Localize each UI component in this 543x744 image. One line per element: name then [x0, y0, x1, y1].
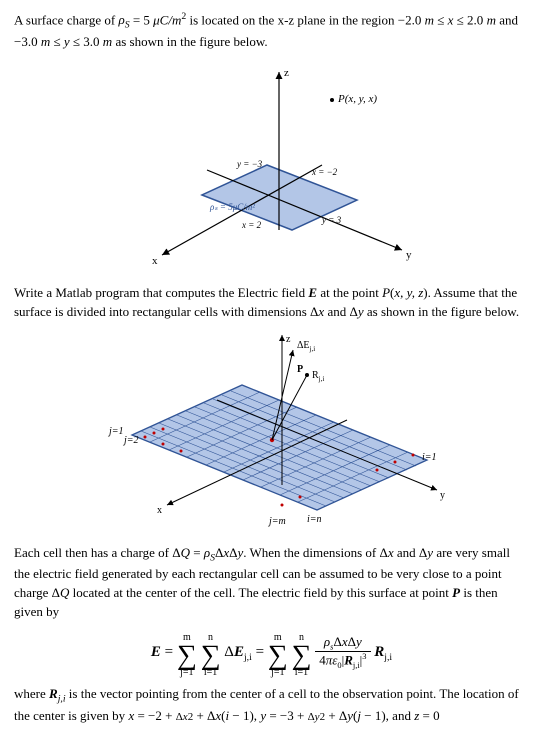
jm-label: j=m	[267, 516, 286, 527]
i1-label: i=1	[422, 452, 437, 463]
j2-label: j=2	[122, 435, 139, 446]
task-paragraph: Write a Matlab program that computes the…	[14, 284, 529, 322]
grid-plane	[132, 385, 427, 510]
in-label: i=n	[307, 514, 322, 525]
edge-y-neg3: y = −3	[236, 159, 263, 169]
figure-1: z x y P(x, y, x) y = −3 x = −2 ρₛ = 5μC/…	[14, 60, 529, 270]
edge-y-3: y = 3	[321, 215, 342, 225]
j1-label: j=1	[107, 426, 124, 437]
point-p-dot	[330, 98, 334, 102]
y-axis-label: y	[406, 249, 412, 261]
edge-x-2: x = 2	[241, 220, 262, 230]
figure-2: z y x ΔEj,i P Rj,i j=1 j=2 j=m i=1 i=n	[14, 330, 529, 530]
p-label: P	[297, 364, 303, 375]
rho-label: ρₛ = 5μC/m²	[209, 202, 255, 212]
closing-paragraph: where Rj,i is the vector pointing from t…	[14, 685, 529, 726]
z-axis-label: z	[286, 334, 291, 345]
x-axis-label: x	[152, 255, 158, 267]
delta-e-label: ΔEj,i	[297, 340, 315, 353]
y-axis-label: y	[440, 490, 445, 501]
edge-x-neg2: x = −2	[311, 167, 338, 177]
intro-paragraph: A surface charge of ρS = 5 μC/m2 is loca…	[14, 10, 529, 52]
explain-paragraph: Each cell then has a charge of ΔQ = ρSΔx…	[14, 544, 529, 622]
main-equation: E = m∑j=1 n∑i=1 ΔEj,i = m∑j=1 n∑i=1 ρsΔx…	[14, 630, 529, 675]
point-p-label: P(x, y, x)	[337, 93, 377, 105]
z-axis-label: z	[284, 67, 289, 79]
x-axis-label: x	[157, 505, 162, 516]
r-label: Rj,i	[312, 370, 324, 383]
